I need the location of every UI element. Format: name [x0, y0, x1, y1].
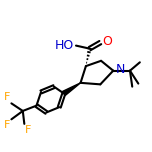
Text: O: O	[103, 35, 112, 48]
Text: HO: HO	[55, 39, 74, 52]
Polygon shape	[62, 83, 81, 95]
Text: F: F	[25, 125, 31, 135]
Text: F: F	[4, 92, 11, 102]
Text: N: N	[116, 63, 125, 76]
Text: F: F	[4, 120, 11, 130]
